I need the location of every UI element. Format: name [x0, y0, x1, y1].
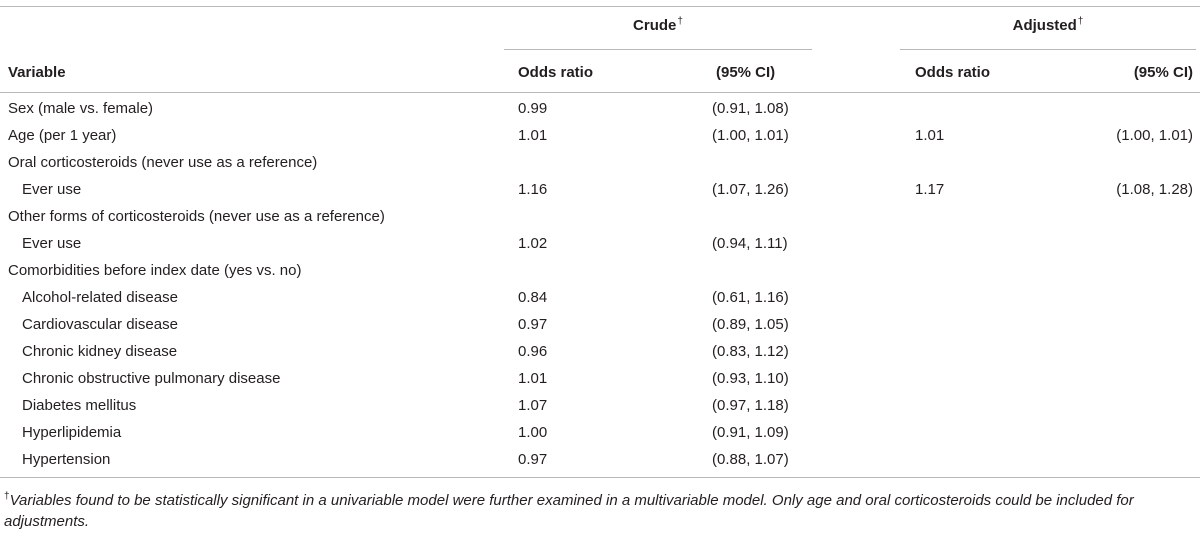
crude-ci-cell: (0.89, 1.05): [712, 316, 789, 333]
variable-cell: Oral corticosteroids (never use as a ref…: [8, 154, 318, 171]
adjusted-odds-ratio-header: Odds ratio: [915, 64, 991, 81]
table-row: Cardiovascular disease 0.97 (0.89, 1.05): [0, 316, 1200, 343]
table-row: Age (per 1 year) 1.01 (1.00, 1.01) 1.01 …: [0, 127, 1200, 154]
crude-or-cell: 1.01: [518, 127, 548, 144]
footnote-text: Variables found to be statistically sign…: [4, 492, 1134, 530]
adjusted-or-cell: 1.01: [915, 127, 945, 144]
footnote-dagger: †: [4, 491, 10, 502]
table-row: Chronic obstructive pulmonary disease 1.…: [0, 370, 1200, 397]
table-row: Chronic kidney disease 0.96 (0.83, 1.12): [0, 343, 1200, 370]
adjusted-ci-cell: (1.00, 1.01): [1116, 127, 1193, 144]
crude-ci-cell: (0.88, 1.07): [712, 451, 789, 468]
adjusted-ci-cell: (1.08, 1.28): [1116, 181, 1193, 198]
table-row: Alcohol-related disease 0.84 (0.61, 1.16…: [0, 289, 1200, 316]
crude-or-cell: 0.96: [518, 343, 548, 360]
table-row: Hyperlipidemia 1.00 (0.91, 1.09): [0, 424, 1200, 451]
table-row: Oral corticosteroids (never use as a ref…: [0, 154, 1200, 181]
variable-cell: Age (per 1 year): [8, 127, 117, 144]
table-row: Comorbidities before index date (yes vs.…: [0, 262, 1200, 289]
crude-label: Crude: [633, 17, 677, 34]
table-bottom-rule: [0, 477, 1200, 478]
variable-cell: Chronic kidney disease: [22, 343, 178, 360]
crude-or-cell: 1.16: [518, 181, 548, 198]
table-footnote: †Variables found to be statistically sig…: [4, 486, 1196, 532]
crude-ci-cell: (0.91, 1.08): [712, 100, 789, 117]
table-row: Hypertension 0.97 (0.88, 1.07): [0, 451, 1200, 478]
crude-or-cell: 0.97: [518, 316, 548, 333]
crude-or-cell: 0.84: [518, 289, 548, 306]
variable-cell: Alcohol-related disease: [22, 289, 178, 306]
crude-ci-cell: (0.91, 1.09): [712, 424, 789, 441]
crude-group-header: Crude†: [504, 16, 812, 34]
variable-cell: Diabetes mellitus: [22, 397, 137, 414]
header-bottom-rule: [0, 92, 1200, 93]
adjusted-dagger: †: [1077, 16, 1084, 27]
table-row: Other forms of corticosteroids (never us…: [0, 208, 1200, 235]
crude-or-cell: 0.97: [518, 451, 548, 468]
crude-ci-cell: (0.97, 1.18): [712, 397, 789, 414]
crude-ci-cell: (1.07, 1.26): [712, 181, 789, 198]
variable-cell: Ever use: [22, 181, 82, 198]
crude-dagger: †: [677, 16, 683, 27]
table-row: Diabetes mellitus 1.07 (0.97, 1.18): [0, 397, 1200, 424]
crude-or-cell: 1.02: [518, 235, 548, 252]
crude-or-cell: 1.00: [518, 424, 548, 441]
adjusted-group-header: Adjusted†: [900, 16, 1196, 34]
table-top-rule: [0, 6, 1200, 7]
crude-ci-cell: (0.93, 1.10): [712, 370, 789, 387]
crude-or-cell: 0.99: [518, 100, 548, 117]
variable-cell: Comorbidities before index date (yes vs.…: [8, 262, 302, 279]
crude-ci-header: (95% CI): [716, 64, 776, 81]
adjusted-or-cell: 1.17: [915, 181, 945, 198]
variable-cell: Ever use: [22, 235, 82, 252]
adjusted-ci-header: (95% CI): [1133, 64, 1193, 81]
crude-underline: [504, 49, 812, 50]
table-row: Ever use 1.16 (1.07, 1.26) 1.17 (1.08, 1…: [0, 181, 1200, 208]
variable-cell: Hypertension: [22, 451, 111, 468]
adjusted-underline: [900, 49, 1196, 50]
variable-cell: Hyperlipidemia: [22, 424, 122, 441]
variable-column-header: Variable: [8, 64, 66, 81]
crude-or-cell: 1.01: [518, 370, 548, 387]
crude-ci-cell: (0.83, 1.12): [712, 343, 789, 360]
variable-cell: Other forms of corticosteroids (never us…: [8, 208, 385, 225]
crude-or-cell: 1.07: [518, 397, 548, 414]
adjusted-label: Adjusted: [1012, 17, 1077, 34]
variable-cell: Cardiovascular disease: [22, 316, 178, 333]
table-row: Ever use 1.02 (0.94, 1.11): [0, 235, 1200, 262]
table-row: Sex (male vs. female) 0.99 (0.91, 1.08): [0, 100, 1200, 127]
crude-ci-cell: (0.94, 1.11): [712, 235, 788, 252]
variable-cell: Sex (male vs. female): [8, 100, 154, 117]
table-body: Sex (male vs. female) 0.99 (0.91, 1.08) …: [0, 100, 1200, 478]
variable-cell: Chronic obstructive pulmonary disease: [22, 370, 281, 387]
crude-odds-ratio-header: Odds ratio: [518, 64, 594, 81]
crude-ci-cell: (1.00, 1.01): [712, 127, 789, 144]
crude-ci-cell: (0.61, 1.16): [712, 289, 789, 306]
